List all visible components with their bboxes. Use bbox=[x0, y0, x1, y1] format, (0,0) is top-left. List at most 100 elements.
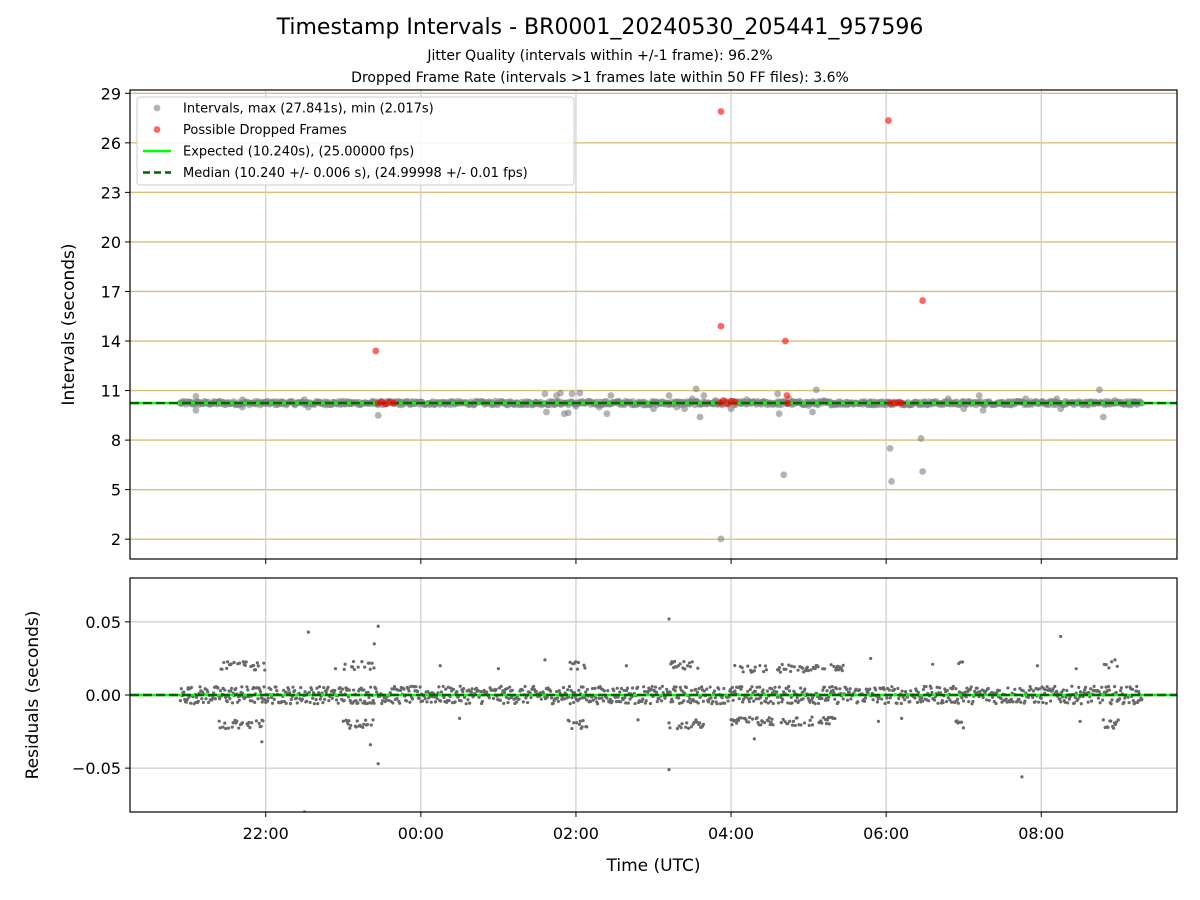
residual-point bbox=[468, 701, 472, 705]
residual-point bbox=[785, 687, 789, 691]
residual-point bbox=[888, 696, 892, 700]
residual-point bbox=[1109, 702, 1113, 706]
residual-point bbox=[717, 687, 721, 691]
residual-band-point bbox=[261, 719, 265, 723]
residual-point bbox=[425, 700, 429, 704]
residual-band-point bbox=[350, 665, 355, 669]
residual-point bbox=[628, 697, 632, 701]
residual-band-point bbox=[696, 666, 700, 670]
residual-band-point bbox=[686, 726, 691, 730]
residual-outlier-point bbox=[869, 656, 873, 661]
residual-point bbox=[978, 690, 982, 694]
residual-point bbox=[641, 697, 645, 701]
residual-point bbox=[887, 688, 891, 692]
residual-point bbox=[1076, 697, 1080, 701]
residual-point bbox=[803, 687, 807, 691]
residual-point bbox=[184, 700, 188, 704]
bottom-xtick-label: 04:00 bbox=[708, 824, 754, 843]
residual-point bbox=[1098, 701, 1102, 705]
residual-point bbox=[275, 689, 279, 693]
residual-band-point bbox=[733, 663, 737, 668]
residual-point bbox=[439, 699, 443, 703]
residual-point bbox=[657, 697, 661, 701]
residual-point bbox=[1100, 685, 1104, 689]
residual-band-point bbox=[788, 719, 792, 723]
residual-band-point bbox=[961, 726, 966, 730]
residual-point bbox=[1118, 697, 1122, 701]
residual-point bbox=[270, 701, 275, 705]
residual-band-point bbox=[223, 721, 227, 725]
residual-point bbox=[764, 696, 769, 700]
residual-band-point bbox=[769, 720, 773, 725]
residual-point bbox=[1089, 699, 1094, 703]
residual-outlier-point bbox=[1113, 658, 1117, 662]
residual-point bbox=[498, 698, 502, 702]
residual-point bbox=[886, 700, 891, 704]
residual-point bbox=[772, 689, 776, 693]
interval-point bbox=[541, 390, 549, 398]
residual-band-point bbox=[580, 725, 584, 729]
residual-point bbox=[883, 701, 887, 706]
residual-point bbox=[272, 697, 276, 701]
residual-point bbox=[770, 687, 774, 691]
residual-band-point bbox=[226, 726, 231, 730]
residual-point bbox=[549, 689, 553, 693]
residual-band-point bbox=[678, 662, 682, 666]
residual-point bbox=[446, 685, 450, 689]
residual-point bbox=[771, 701, 775, 706]
residual-point bbox=[1064, 695, 1068, 699]
residual-band-point bbox=[355, 719, 359, 723]
residual-point bbox=[1059, 700, 1063, 704]
residual-point bbox=[1029, 687, 1033, 691]
residual-point bbox=[849, 697, 853, 701]
residual-point bbox=[737, 697, 741, 701]
residual-point bbox=[897, 696, 901, 701]
residual-band-point bbox=[667, 721, 671, 725]
interval-point bbox=[304, 403, 312, 411]
residual-band-point bbox=[351, 659, 356, 664]
residual-outlier-point bbox=[260, 740, 264, 744]
dropped-frame-point bbox=[717, 322, 725, 330]
residual-point bbox=[189, 701, 193, 705]
residual-outlier-point bbox=[458, 716, 462, 721]
residual-point bbox=[529, 696, 533, 700]
residual-outlier-point bbox=[752, 737, 756, 741]
residual-band-point bbox=[581, 718, 585, 723]
residual-point bbox=[868, 687, 872, 691]
residual-point bbox=[618, 690, 622, 694]
residual-point bbox=[487, 696, 491, 700]
residual-point bbox=[461, 690, 465, 694]
residual-point bbox=[421, 699, 425, 703]
residual-band-point bbox=[686, 664, 690, 668]
residual-point bbox=[594, 696, 598, 700]
residual-point bbox=[921, 687, 926, 692]
residual-point bbox=[521, 700, 525, 704]
residual-band-point bbox=[349, 723, 353, 728]
residual-band-point bbox=[263, 668, 267, 672]
residual-band-point bbox=[770, 717, 774, 721]
interval-point bbox=[700, 392, 708, 399]
residual-point bbox=[539, 697, 543, 701]
interval-point bbox=[568, 390, 576, 398]
residual-band-point bbox=[795, 716, 799, 720]
residual-point bbox=[895, 701, 899, 705]
residual-outlier-point bbox=[368, 743, 373, 747]
residual-band-point bbox=[238, 661, 242, 665]
residual-point bbox=[705, 687, 709, 691]
residual-point bbox=[584, 698, 589, 702]
dropped-frame-point bbox=[731, 398, 739, 406]
residual-band-point bbox=[240, 721, 245, 725]
residual-band-point bbox=[959, 720, 964, 724]
residual-point bbox=[310, 688, 314, 692]
residual-point bbox=[733, 689, 737, 693]
residual-point bbox=[585, 687, 589, 692]
residual-point bbox=[322, 685, 326, 690]
residual-band-point bbox=[354, 725, 358, 729]
residual-point bbox=[178, 699, 183, 703]
residual-point bbox=[673, 689, 677, 693]
residual-band-point bbox=[574, 660, 578, 664]
residual-point bbox=[936, 701, 940, 705]
residual-point bbox=[606, 689, 610, 693]
residual-point bbox=[1066, 701, 1070, 705]
